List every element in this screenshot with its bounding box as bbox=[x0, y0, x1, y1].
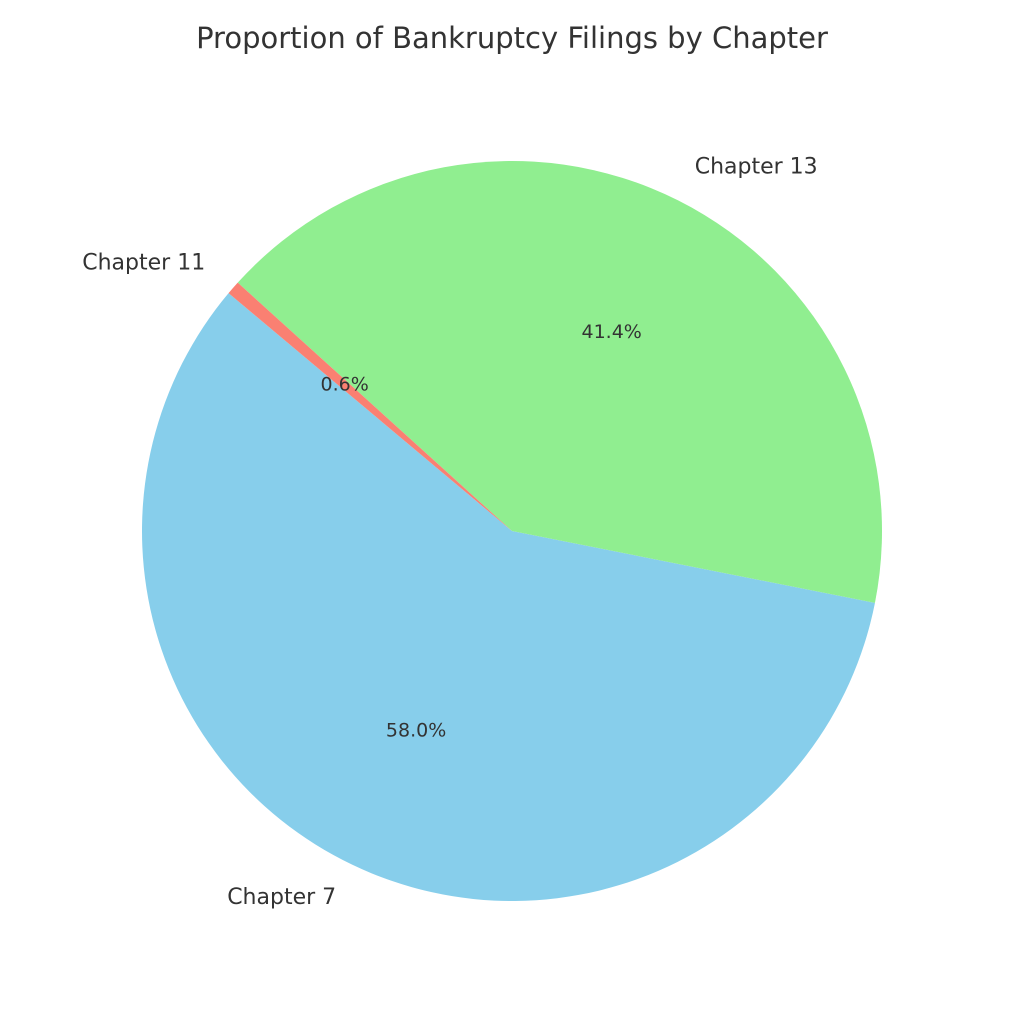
slice-label: Chapter 11 bbox=[82, 251, 205, 276]
slice-label: Chapter 7 bbox=[227, 885, 336, 910]
chart-title: Proportion of Bankruptcy Filings by Chap… bbox=[196, 21, 828, 55]
pie-slice bbox=[141, 293, 875, 902]
pct-label: 58.0% bbox=[386, 720, 446, 742]
slice-label: Chapter 13 bbox=[695, 154, 818, 179]
pct-label: 41.4% bbox=[581, 321, 641, 343]
pie-slice bbox=[237, 160, 883, 603]
pct-label: 0.6% bbox=[321, 374, 369, 396]
pie-slice bbox=[228, 282, 513, 531]
